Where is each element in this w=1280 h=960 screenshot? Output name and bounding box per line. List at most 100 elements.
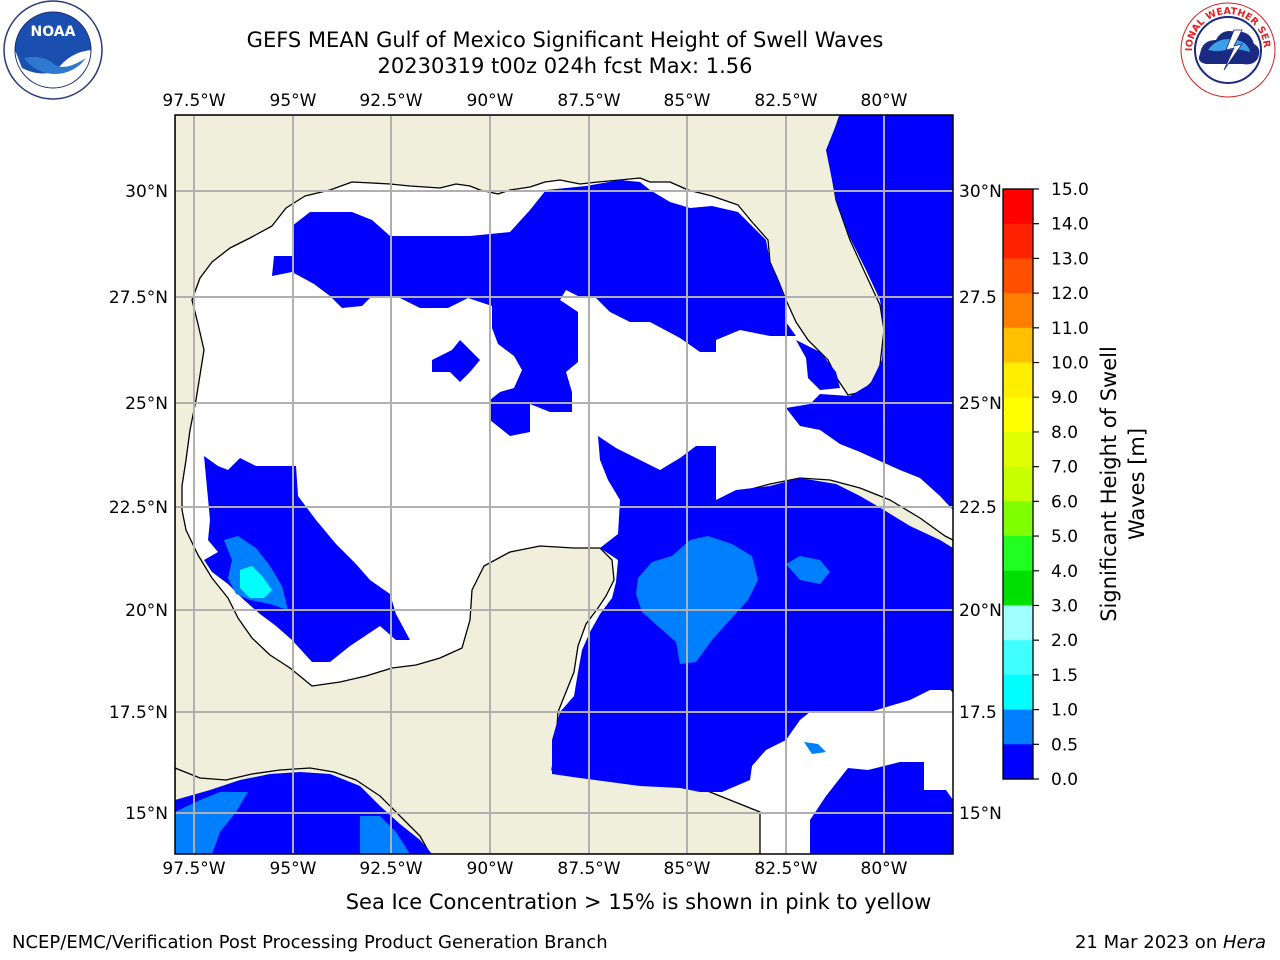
swell-patch-south-east (810, 762, 953, 854)
colorbar-tick-label: 7.0 (1051, 458, 1078, 478)
colorbar-label-line1: Significant Height of Swell (1097, 346, 1121, 622)
lon-label-top: 87.5°W (557, 91, 620, 111)
swell-patch-atlantic (786, 115, 953, 510)
swell-patch-north-central (272, 180, 796, 436)
colorbar-tick-label: 12.0 (1051, 284, 1089, 304)
swell-patch-cuba-south (786, 556, 830, 584)
colorbar-block (1003, 605, 1033, 641)
colorbar-block (1003, 293, 1033, 329)
noaa-logo-text: NOAA (31, 24, 76, 40)
lat-label-left: 30°N (125, 182, 168, 202)
swell-0-0.5 (175, 115, 953, 854)
nws-logo-icon: NATIONAL WEATHER SERVICE (1178, 0, 1276, 98)
footer-host: Hera (1222, 932, 1266, 953)
swell-patch-central-america-2 (360, 816, 410, 854)
lon-label-bottom: 82.5°W (754, 859, 817, 879)
lon-label-top: 80°W (861, 91, 908, 111)
lon-label-bottom: 80°W (861, 859, 908, 879)
lon-label-top: 85°W (664, 91, 711, 111)
lat-label-right: 17.5 (959, 703, 997, 723)
colorbar-block (1003, 674, 1033, 711)
colorbar-tick-label: 11.0 (1051, 319, 1089, 339)
lat-label-right: 22.5 (959, 498, 997, 518)
colorbar-tick-label: 5.0 (1051, 527, 1078, 547)
colorbar-tick-label: 15.0 (1051, 180, 1089, 200)
lat-labels-left: 30°N 27.5°N 25°N 22.5°N 20°N 17.5°N 15°N (109, 182, 168, 824)
lon-label-bottom: 95°W (270, 859, 317, 879)
colorbar-tick-label: 2.0 (1051, 631, 1078, 651)
noaa-logo-icon: NOAA (3, 0, 103, 100)
footer-date: 21 Mar 2023 on Hera (1075, 932, 1266, 953)
lon-label-top: 92.5°W (359, 91, 422, 111)
lat-label-right: 20°N (959, 601, 1002, 621)
colorbar-tick-label: 9.0 (1051, 388, 1078, 408)
colorbar-tick-label: 0.0 (1051, 770, 1078, 790)
lat-label-left: 27.5°N (109, 288, 168, 308)
colorbar-block (1003, 223, 1033, 260)
lon-label-bottom: 90°W (467, 859, 514, 879)
swell-patch-florida-west (796, 340, 840, 390)
lon-label-bottom: 85°W (664, 859, 711, 879)
colorbar-block (1003, 536, 1033, 572)
colorbar-block (1003, 501, 1033, 537)
lon-label-top: 95°W (270, 91, 317, 111)
colorbar-block (1003, 466, 1033, 502)
colorbar-tick-label: 3.0 (1051, 596, 1078, 616)
colorbar-tick-label: 0.5 (1051, 735, 1078, 755)
colorbar-tick-label: 6.0 (1051, 492, 1078, 512)
swell-patch-caribbean-small (804, 742, 826, 754)
colorbar-tick-label: 8.0 (1051, 423, 1078, 443)
lat-label-left: 22.5°N (109, 498, 168, 518)
footer-date-text: 21 Mar 2023 on (1074, 932, 1223, 953)
map-layers (175, 115, 953, 854)
lat-label-left: 20°N (125, 601, 168, 621)
lon-labels-top: 97.5°W 95°W 92.5°W 90°W 87.5°W 85°W 82.5… (162, 91, 907, 111)
colorbar-frame (1002, 188, 1034, 780)
map-frame (174, 114, 954, 855)
colorbar-block (1003, 327, 1033, 364)
colorbar-ticks: 15.0 14.0 13.0 12.0 11.0 10.0 9.0 8.0 7.0 6.0 5.0 4… (1033, 180, 1089, 790)
colorbar-block (1003, 640, 1033, 676)
lat-label-right: 30°N (959, 182, 1002, 202)
colorbar-block (1003, 709, 1033, 745)
colorbar-tick-label: 14.0 (1051, 215, 1089, 235)
colorbar-tick-label: 4.0 (1051, 562, 1078, 582)
colorbar-label-line2: Waves [m] (1125, 428, 1149, 540)
colorbar (1003, 189, 1033, 780)
lat-label-left: 17.5°N (109, 703, 168, 723)
colorbar-block (1003, 570, 1033, 607)
lat-label-right: 15°N (959, 804, 1002, 824)
lon-label-bottom: 87.5°W (557, 859, 620, 879)
lon-label-bottom: 97.5°W (162, 859, 225, 879)
colorbar-block (1003, 744, 1033, 780)
lon-label-top: 97.5°W (162, 91, 225, 111)
footer-branch: NCEP/EMC/Verification Post Processing Pr… (12, 932, 608, 953)
chart-title: GEFS MEAN Gulf of Mexico Significant Hei… (246, 28, 884, 52)
colorbar-block (1003, 258, 1033, 294)
graticule (175, 115, 953, 854)
colorbar-tick-label: 13.0 (1051, 249, 1089, 269)
lon-label-bottom: 92.5°W (359, 859, 422, 879)
lat-labels-right: 30°N 27.5 25°N 22.5 20°N 17.5 15°N (959, 182, 1002, 824)
colorbar-block (1003, 362, 1033, 398)
lon-label-top: 90°W (467, 91, 514, 111)
lat-label-right: 25°N (959, 394, 1002, 414)
swell-patch-mid-gulf (432, 340, 480, 382)
swell-patch-caribbean (552, 436, 953, 792)
swell-patch-yucatan-channel (636, 536, 758, 664)
swell-patch-max (240, 566, 272, 598)
colorbar-block (1003, 189, 1033, 225)
colorbar-block (1003, 397, 1033, 433)
lon-label-top: 82.5°W (754, 91, 817, 111)
colorbar-label: Significant Height of Swell Waves [m] (1097, 346, 1149, 622)
sea-ice-note: Sea Ice Concentration > 15% is shown in … (345, 890, 932, 914)
lat-label-left: 25°N (125, 394, 168, 414)
colorbar-tick-label: 1.5 (1051, 666, 1078, 686)
lat-label-right: 27.5 (959, 288, 997, 308)
colorbar-block (1003, 431, 1033, 468)
colorbar-tick-label: 10.0 (1051, 354, 1089, 374)
colorbar-tick-label: 1.0 (1051, 701, 1078, 721)
lat-label-left: 15°N (125, 804, 168, 824)
lon-labels-bottom: 97.5°W 95°W 92.5°W 90°W 87.5°W 85°W 82.5… (162, 859, 907, 879)
